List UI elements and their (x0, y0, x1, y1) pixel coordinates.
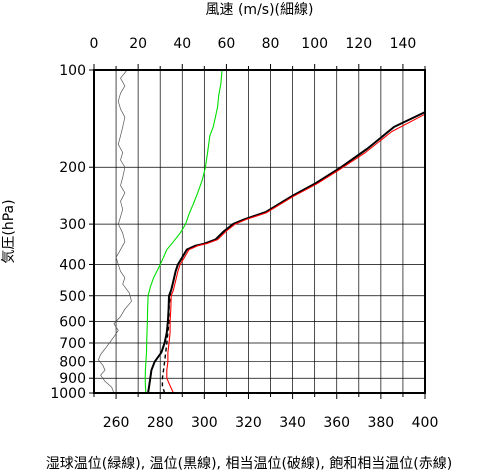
series-line (98, 69, 132, 394)
bottom-tick-label: 380 (367, 415, 394, 431)
y-tick-label: 700 (59, 336, 86, 352)
bottom-tick-label: 340 (279, 415, 306, 431)
y-tick-label: 400 (59, 257, 86, 273)
top-tick-label: 60 (217, 36, 235, 52)
plot-frame (93, 69, 426, 394)
series-layer (98, 69, 426, 394)
series-line (161, 264, 179, 394)
y-tick-label: 800 (59, 355, 86, 371)
top-tick-label: 20 (129, 36, 147, 52)
bottom-tick-label: 360 (323, 415, 350, 431)
y-tick-label: 200 (59, 160, 86, 176)
series-line (147, 111, 426, 394)
top-axis-label: 風速 (m/s)(細線) (206, 2, 314, 18)
grid (94, 69, 425, 394)
top-tick-label: 100 (301, 36, 328, 52)
series-line (166, 113, 426, 394)
bottom-tick-label: 260 (103, 415, 130, 431)
bottom-tick-label: 280 (147, 415, 174, 431)
top-tick-label: 120 (345, 36, 372, 52)
top-tick-label: 0 (90, 36, 99, 52)
y-tick-label: 300 (59, 217, 86, 233)
x-axis-label: 湿球温位(緑線), 温位(黒線), 相当温位(破線), 飽和相当温位(赤線) (46, 455, 452, 472)
y-tick-label: 600 (59, 314, 86, 330)
series-line (144, 69, 223, 394)
y-tick-label: 900 (59, 371, 86, 387)
top-tick-label: 80 (262, 36, 280, 52)
bottom-tick-label: 320 (235, 415, 262, 431)
y-tick-label: 100 (59, 63, 86, 79)
top-tick-label: 40 (173, 36, 191, 52)
y-axis-label: 気圧(hPa) (1, 199, 17, 263)
top-tick-label: 140 (390, 36, 417, 52)
y-tick-label: 500 (59, 289, 86, 305)
bottom-tick-label: 300 (191, 415, 218, 431)
y-tick-label: 1000 (50, 386, 86, 402)
bottom-tick-label: 400 (412, 415, 439, 431)
